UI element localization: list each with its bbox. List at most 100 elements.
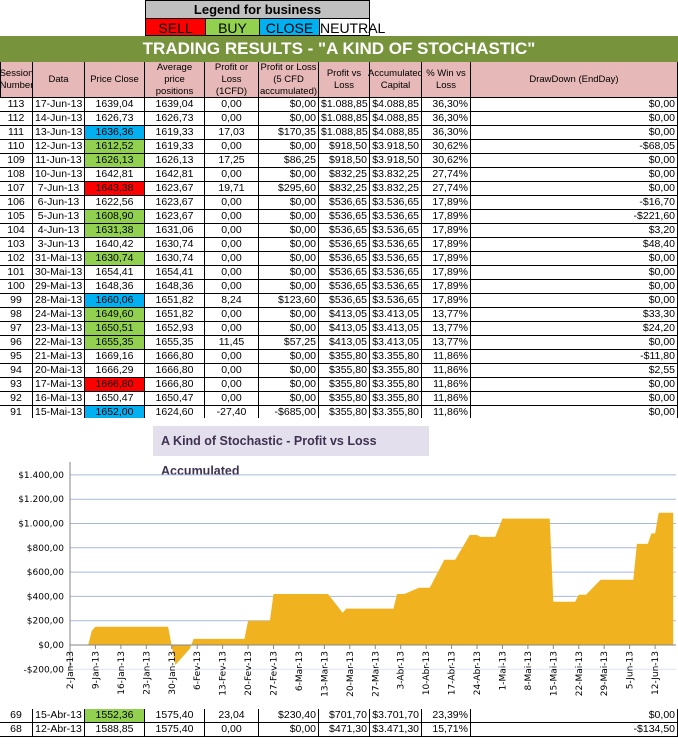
cell-profit-vs-loss[interactable]: $471,30: [319, 723, 370, 737]
cell-profit-vs-loss[interactable]: $1.088,85: [319, 112, 370, 126]
cell-session-number[interactable]: 68: [0, 723, 33, 737]
cell-profit-loss-1cfd[interactable]: 19,71: [205, 182, 259, 196]
cell-date[interactable]: 5-Jun-13: [33, 210, 85, 224]
cell-accumulated-capital[interactable]: $3.355,80: [370, 364, 422, 378]
cell-average-price[interactable]: 1623,67: [145, 210, 205, 224]
cell-date[interactable]: 3-Jun-13: [33, 238, 85, 252]
cell-price-close[interactable]: 1660,06: [85, 294, 145, 308]
cell-average-price[interactable]: 1639,04: [145, 98, 205, 112]
cell-profit-vs-loss[interactable]: $355,80: [319, 378, 370, 392]
cell-date[interactable]: 30-Mai-13: [33, 266, 85, 280]
cell-win-vs-loss[interactable]: 36,30%: [422, 98, 471, 112]
cell-profit-loss-5cfd[interactable]: $0,00: [259, 350, 319, 364]
cell-date[interactable]: 14-Jun-13: [33, 112, 85, 126]
cell-profit-loss-5cfd[interactable]: $0,00: [259, 723, 319, 737]
cell-drawdown[interactable]: $0,00: [471, 336, 678, 350]
cell-profit-loss-5cfd[interactable]: $123,60: [259, 294, 319, 308]
cell-drawdown[interactable]: $48,40: [471, 238, 678, 252]
cell-session-number[interactable]: 93: [0, 378, 33, 392]
cell-session-number[interactable]: 96: [0, 336, 33, 350]
cell-session-number[interactable]: 92: [0, 392, 33, 406]
cell-average-price[interactable]: 1619,33: [145, 140, 205, 154]
cell-profit-vs-loss[interactable]: $832,25: [319, 182, 370, 196]
cell-drawdown[interactable]: $3,20: [471, 224, 678, 238]
cell-profit-loss-1cfd[interactable]: 0,00: [205, 98, 259, 112]
cell-date[interactable]: 13-Jun-13: [33, 126, 85, 140]
cell-win-vs-loss[interactable]: 27,74%: [422, 182, 471, 196]
cell-date[interactable]: 22-Mai-13: [33, 336, 85, 350]
cell-profit-loss-1cfd[interactable]: 0,00: [205, 168, 259, 182]
cell-average-price[interactable]: 1648,36: [145, 280, 205, 294]
cell-session-number[interactable]: 98: [0, 308, 33, 322]
cell-drawdown[interactable]: $24,20: [471, 322, 678, 336]
cell-profit-loss-1cfd[interactable]: 0,00: [205, 322, 259, 336]
cell-date[interactable]: 15-Abr-13: [33, 709, 85, 723]
cell-date[interactable]: 20-Mai-13: [33, 364, 85, 378]
cell-session-number[interactable]: 102: [0, 252, 33, 266]
cell-average-price[interactable]: 1642,81: [145, 168, 205, 182]
cell-accumulated-capital[interactable]: $3.701,70: [370, 709, 422, 723]
cell-profit-loss-5cfd[interactable]: $0,00: [259, 392, 319, 406]
cell-profit-loss-1cfd[interactable]: 8,24: [205, 294, 259, 308]
cell-average-price[interactable]: 1626,13: [145, 154, 205, 168]
cell-date[interactable]: 16-Mai-13: [33, 392, 85, 406]
cell-average-price[interactable]: 1652,93: [145, 322, 205, 336]
cell-price-close[interactable]: 1612,52: [85, 140, 145, 154]
cell-accumulated-capital[interactable]: $3.536,65: [370, 294, 422, 308]
cell-profit-loss-1cfd[interactable]: 0,00: [205, 196, 259, 210]
cell-date[interactable]: 29-Mai-13: [33, 280, 85, 294]
cell-price-close[interactable]: 1642,81: [85, 168, 145, 182]
cell-session-number[interactable]: 108: [0, 168, 33, 182]
cell-session-number[interactable]: 107: [0, 182, 33, 196]
cell-average-price[interactable]: 1619,33: [145, 126, 205, 140]
cell-profit-vs-loss[interactable]: $355,80: [319, 350, 370, 364]
cell-session-number[interactable]: 100: [0, 280, 33, 294]
cell-accumulated-capital[interactable]: $3.355,80: [370, 392, 422, 406]
cell-profit-vs-loss[interactable]: $536,65: [319, 196, 370, 210]
cell-profit-loss-5cfd[interactable]: $86,25: [259, 154, 319, 168]
cell-win-vs-loss[interactable]: 13,77%: [422, 336, 471, 350]
cell-accumulated-capital[interactable]: $3.536,65: [370, 224, 422, 238]
cell-profit-vs-loss[interactable]: $701,70: [319, 709, 370, 723]
cell-price-close[interactable]: 1631,38: [85, 224, 145, 238]
cell-profit-loss-5cfd[interactable]: $295,60: [259, 182, 319, 196]
cell-profit-loss-5cfd[interactable]: $0,00: [259, 210, 319, 224]
cell-profit-loss-5cfd[interactable]: $0,00: [259, 266, 319, 280]
cell-profit-loss-1cfd[interactable]: 0,00: [205, 210, 259, 224]
cell-profit-vs-loss[interactable]: $413,05: [319, 308, 370, 322]
cell-win-vs-loss[interactable]: 17,89%: [422, 294, 471, 308]
cell-win-vs-loss[interactable]: 17,89%: [422, 196, 471, 210]
cell-session-number[interactable]: 109: [0, 154, 33, 168]
cell-session-number[interactable]: 104: [0, 224, 33, 238]
cell-drawdown[interactable]: $0,00: [471, 709, 678, 723]
cell-drawdown[interactable]: $0,00: [471, 252, 678, 266]
cell-win-vs-loss[interactable]: 27,74%: [422, 168, 471, 182]
cell-average-price[interactable]: 1575,40: [145, 709, 205, 723]
cell-profit-loss-1cfd[interactable]: 23,04: [205, 709, 259, 723]
cell-price-close[interactable]: 1650,47: [85, 392, 145, 406]
cell-drawdown[interactable]: $0,00: [471, 182, 678, 196]
cell-accumulated-capital[interactable]: $3.413,05: [370, 322, 422, 336]
cell-session-number[interactable]: 110: [0, 140, 33, 154]
cell-accumulated-capital[interactable]: $3.536,65: [370, 196, 422, 210]
cell-drawdown[interactable]: $0,00: [471, 98, 678, 112]
cell-session-number[interactable]: 101: [0, 266, 33, 280]
cell-price-close[interactable]: 1648,36: [85, 280, 145, 294]
cell-profit-loss-5cfd[interactable]: $0,00: [259, 112, 319, 126]
cell-drawdown[interactable]: $0,00: [471, 294, 678, 308]
cell-price-close[interactable]: 1649,60: [85, 308, 145, 322]
cell-profit-loss-5cfd[interactable]: $0,00: [259, 308, 319, 322]
cell-price-close[interactable]: 1643,38: [85, 182, 145, 196]
profit-loss-chart[interactable]: -$200,00 $0,00 $200,00 $400,00 $600,00 $800,0…: [0, 418, 678, 716]
cell-profit-vs-loss[interactable]: $536,65: [319, 252, 370, 266]
cell-profit-loss-5cfd[interactable]: $0,00: [259, 98, 319, 112]
cell-session-number[interactable]: 94: [0, 364, 33, 378]
cell-average-price[interactable]: 1575,40: [145, 723, 205, 737]
cell-drawdown[interactable]: -$221,60: [471, 210, 678, 224]
cell-profit-vs-loss[interactable]: $536,65: [319, 210, 370, 224]
cell-profit-loss-5cfd[interactable]: $0,00: [259, 280, 319, 294]
cell-drawdown[interactable]: $2,55: [471, 364, 678, 378]
cell-accumulated-capital[interactable]: $3.918,50: [370, 154, 422, 168]
cell-win-vs-loss[interactable]: 17,89%: [422, 224, 471, 238]
cell-accumulated-capital[interactable]: $3.536,65: [370, 266, 422, 280]
